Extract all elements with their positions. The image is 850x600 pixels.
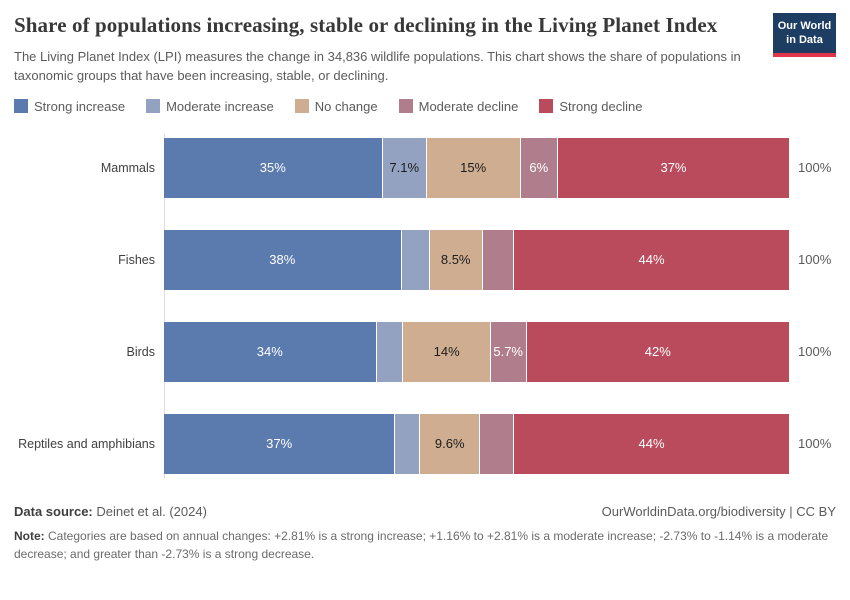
bar-segment-strong-increase[interactable]: 35% — [164, 137, 383, 198]
chart-page: Share of populations increasing, stable … — [14, 13, 836, 563]
legend-item-strong-decline[interactable]: Strong decline — [539, 99, 642, 114]
bar-segment-moderate-increase[interactable] — [376, 321, 404, 382]
bar-segment-value: 7.1% — [389, 160, 420, 176]
bar-segment-value: 15% — [460, 160, 487, 176]
legend-item-no-change[interactable]: No change — [294, 98, 378, 114]
chart-footer: Data source: Deinet et al. (2024) OurWor… — [14, 504, 836, 563]
y-axis-line — [164, 133, 165, 478]
bar-segment-strong-increase[interactable]: 37% — [164, 413, 396, 474]
legend-label: Moderate increase — [166, 98, 274, 114]
bar-segment-strong-increase[interactable]: 34% — [164, 321, 377, 382]
bar-reptiles-and-amphibians: 37% 9.6% 44% — [164, 413, 789, 474]
legend-swatch — [14, 99, 28, 114]
bar-segment-value: 44% — [638, 252, 665, 268]
legend-label: Strong decline — [559, 98, 643, 114]
chart-row-fishes: Fishes 38% 8.5% 44% 100% — [14, 229, 836, 290]
owid-logo[interactable]: Our World in Data — [773, 13, 836, 57]
data-source: Data source: Deinet et al. (2024) — [14, 504, 207, 519]
page-title: Share of populations increasing, stable … — [14, 13, 718, 37]
bar-total-label: 100% — [798, 252, 832, 268]
bar-segment-moderate-increase[interactable] — [401, 229, 430, 290]
bar-total-label: 100% — [798, 344, 832, 360]
bar-segment-value: 8.5% — [440, 252, 471, 268]
bar-segment-no-change[interactable]: 15% — [426, 137, 521, 198]
legend-label: Strong increase — [34, 98, 126, 114]
bar-segment-moderate-decline[interactable] — [482, 229, 514, 290]
bar-segment-strong-decline[interactable]: 42% — [526, 321, 789, 382]
legend-item-moderate-decline[interactable]: Moderate decline — [398, 98, 519, 114]
bar-segment-value: 34% — [256, 344, 283, 360]
chart-row-birds: Birds 34% 14% 5.7% 42% 100% — [14, 321, 836, 382]
bar-segment-strong-decline[interactable]: 44% — [514, 229, 789, 290]
bar-segment-no-change[interactable]: 8.5% — [429, 229, 483, 290]
legend-swatch — [294, 99, 309, 114]
stacked-bar-chart: Mammals 35% 7.1% 15% 6% 37% 100% Fishes 38% 8.5% 4… — [14, 133, 836, 478]
legend-item-moderate-increase[interactable]: Moderate increase — [146, 99, 274, 114]
bar-segment-value: 44% — [638, 436, 665, 452]
bar-total-label: 100% — [798, 436, 832, 452]
bar-total-label: 100% — [798, 160, 832, 176]
note-label: Note: — [14, 528, 45, 543]
chart-rows: Mammals 35% 7.1% 15% 6% 37% 100% Fishes 38% 8.5% 4… — [14, 137, 836, 474]
category-label: Mammals — [100, 160, 155, 175]
bar-segment-no-change[interactable]: 9.6% — [420, 413, 481, 474]
bar-segment-no-change[interactable]: 14% — [403, 321, 491, 382]
bar-segment-value: 38% — [269, 252, 296, 268]
legend-label: No change — [314, 98, 378, 114]
bar-segment-value: 14% — [433, 344, 460, 360]
legend-swatch — [146, 99, 161, 114]
chart-row-reptiles-and-amphibians: Reptiles and amphibians 37% 9.6% 44% 100% — [14, 413, 836, 474]
bar-segment-moderate-increase[interactable] — [395, 413, 421, 474]
legend-swatch — [398, 99, 413, 114]
bar-segment-value: 9.6% — [434, 436, 465, 452]
chart-subtitle: The Living Planet Index (LPI) measures t… — [14, 48, 741, 84]
bar-segment-value: 37% — [660, 160, 687, 176]
bar-segment-moderate-decline[interactable] — [480, 413, 514, 474]
chart-row-mammals: Mammals 35% 7.1% 15% 6% 37% 100% — [14, 137, 836, 198]
bar-mammals: 35% 7.1% 15% 6% 37% — [164, 137, 789, 198]
bar-segment-value: 6% — [529, 160, 549, 176]
legend-label: Moderate decline — [418, 98, 519, 114]
chart-note: Note: Categories are based on annual cha… — [14, 527, 834, 563]
owid-link[interactable]: OurWorldinData.org/biodiversity | CC BY — [601, 503, 836, 519]
bar-segment-value: 5.7% — [493, 344, 523, 360]
note-text: Categories are based on annual changes: … — [14, 528, 829, 561]
bar-segment-value: 42% — [644, 344, 671, 360]
bar-segment-strong-increase[interactable]: 38% — [164, 229, 402, 290]
bar-fishes: 38% 8.5% 44% — [164, 229, 789, 290]
data-source-label: Data source: — [14, 503, 93, 519]
bar-birds: 34% 14% 5.7% 42% — [164, 321, 789, 382]
legend: Strong increase Moderate increase No chang… — [14, 99, 836, 114]
bar-segment-strong-decline[interactable]: 44% — [514, 413, 789, 474]
bar-segment-moderate-decline[interactable]: 5.7% — [490, 321, 527, 382]
owid-logo-line1: Our World — [777, 20, 832, 32]
bar-segment-value: 37% — [266, 436, 293, 452]
legend-item-strong-increase[interactable]: Strong increase — [14, 99, 125, 114]
legend-swatch — [539, 99, 554, 114]
bar-segment-strong-decline[interactable]: 37% — [557, 137, 789, 198]
category-label: Reptiles and amphibians — [18, 436, 155, 451]
category-label: Birds — [126, 344, 155, 359]
owid-logo-line2: in Data — [786, 34, 823, 47]
bar-segment-moderate-decline[interactable]: 6% — [520, 137, 558, 198]
data-source-value: Deinet et al. (2024) — [92, 503, 207, 519]
bar-segment-moderate-increase[interactable]: 7.1% — [382, 137, 427, 198]
bar-segment-value: 35% — [259, 160, 286, 176]
category-label: Fishes — [118, 252, 155, 267]
